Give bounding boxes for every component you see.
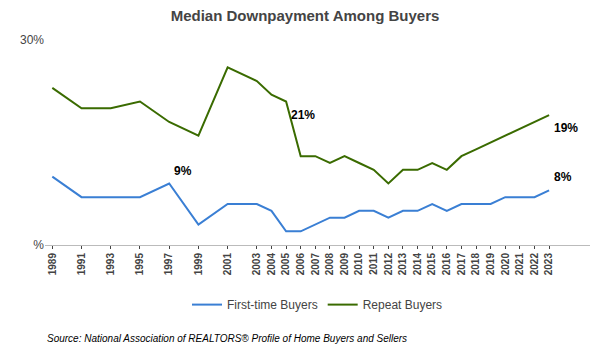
svg-text:2007: 2007 xyxy=(310,253,321,276)
svg-text:1993: 1993 xyxy=(105,253,116,276)
svg-text:2016: 2016 xyxy=(441,253,452,276)
svg-text:2019: 2019 xyxy=(485,253,496,276)
svg-text:2014: 2014 xyxy=(412,253,423,276)
svg-text:2017: 2017 xyxy=(456,253,467,276)
svg-text:9%: 9% xyxy=(174,164,192,178)
svg-text:2003: 2003 xyxy=(251,253,262,276)
svg-text:2015: 2015 xyxy=(426,253,437,276)
svg-text:1989: 1989 xyxy=(47,253,58,276)
svg-text:2008: 2008 xyxy=(324,253,335,276)
svg-text:2001: 2001 xyxy=(222,253,233,276)
svg-text:2023: 2023 xyxy=(543,253,554,276)
svg-text:2022: 2022 xyxy=(529,253,540,276)
svg-text:First-time Buyers: First-time Buyers xyxy=(227,298,318,312)
svg-text:2009: 2009 xyxy=(339,253,350,276)
svg-text:2013: 2013 xyxy=(397,253,408,276)
svg-text:2006: 2006 xyxy=(295,253,306,276)
svg-text:Source: National Association o: Source: National Association of REALTORS… xyxy=(47,333,407,344)
svg-text:2012: 2012 xyxy=(383,253,394,276)
svg-text:2010: 2010 xyxy=(353,253,364,276)
svg-text:2018: 2018 xyxy=(470,253,481,276)
svg-text:1995: 1995 xyxy=(134,253,145,276)
svg-text:19%: 19% xyxy=(554,121,578,135)
svg-text:1991: 1991 xyxy=(76,253,87,276)
svg-text:1999: 1999 xyxy=(193,253,204,276)
svg-text:%: % xyxy=(33,238,44,252)
svg-text:2011: 2011 xyxy=(368,253,379,275)
svg-text:2005: 2005 xyxy=(280,253,291,276)
svg-text:2004: 2004 xyxy=(266,253,277,276)
svg-text:1997: 1997 xyxy=(163,253,174,276)
svg-text:2021: 2021 xyxy=(514,253,525,276)
svg-text:21%: 21% xyxy=(291,108,315,122)
svg-text:Median Downpayment Among Buyer: Median Downpayment Among Buyers xyxy=(171,7,440,24)
svg-text:2020: 2020 xyxy=(500,253,511,276)
svg-text:30%: 30% xyxy=(20,33,44,47)
svg-text:8%: 8% xyxy=(554,170,572,184)
svg-text:Repeat Buyers: Repeat Buyers xyxy=(363,298,442,312)
